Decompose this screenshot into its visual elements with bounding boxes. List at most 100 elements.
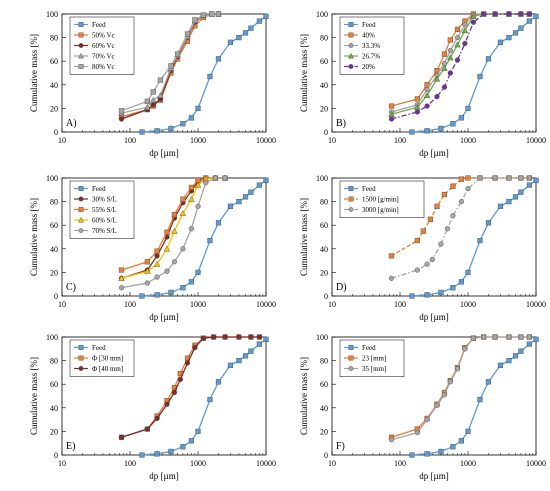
data-point: [424, 86, 430, 93]
data-point: [154, 128, 160, 134]
y-tick-label: 60: [50, 380, 58, 389]
data-point: [409, 129, 415, 135]
data-point: [154, 292, 160, 298]
data-point: [518, 334, 524, 340]
series-4: [118, 174, 229, 281]
data-point: [465, 175, 471, 181]
y-tick-label: 0: [324, 128, 328, 137]
data-point: [180, 285, 186, 291]
data-point: [211, 334, 217, 340]
x-axis-title: dp [µm]: [419, 148, 448, 158]
data-point: [465, 269, 471, 276]
series-5: [388, 11, 533, 122]
data-point: [506, 35, 512, 41]
series-line: [121, 177, 226, 271]
legend: Feed Φ [30 mm] Φ [40 mm]: [69, 339, 135, 377]
legend-label: Φ [40 mm]: [92, 365, 123, 373]
legend-marker: [348, 196, 354, 202]
data-point: [492, 334, 498, 340]
y-axis-title: Cumulative mass [%]: [29, 198, 39, 276]
data-point: [388, 437, 395, 443]
data-point: [188, 195, 195, 202]
legend-marker: [78, 345, 84, 350]
x-axis-title: dp [µm]: [149, 148, 178, 158]
data-point: [154, 253, 160, 259]
x-tick-label: 10000: [526, 300, 546, 309]
data-point: [526, 175, 533, 181]
y-tick-label: 20: [50, 104, 58, 113]
panel-label: B): [336, 118, 346, 129]
legend-marker: [78, 32, 84, 38]
data-point: [414, 267, 420, 273]
data-point: [526, 182, 533, 188]
series-1: [409, 336, 539, 458]
y-tick-label: 100: [316, 333, 328, 342]
series-line: [391, 13, 530, 120]
panel-2: 10 100 1000 10000 0 20 40 60 80 100 dp [µm] Cumulat…: [299, 10, 546, 158]
data-point: [485, 379, 492, 385]
y-tick-label: 100: [46, 174, 58, 183]
y-tick-label: 0: [324, 451, 328, 460]
legend: Feed 1500 [g/min] 3000 [g/min]: [339, 180, 425, 218]
data-point: [144, 267, 151, 274]
legend-marker: [348, 186, 354, 191]
y-tick-label: 60: [320, 221, 328, 230]
series-3: [388, 334, 533, 443]
series-1: [139, 336, 269, 458]
data-point: [409, 452, 415, 458]
legend-marker: [78, 186, 84, 191]
x-tick-label: 10000: [526, 136, 546, 145]
data-point: [195, 428, 201, 435]
legend: Feed 23 [mm] 35 [mm]: [339, 339, 405, 377]
data-point: [454, 34, 461, 41]
plot-frame: [61, 177, 267, 297]
y-tick-label: 80: [320, 357, 328, 366]
data-point: [154, 451, 160, 457]
data-point: [454, 41, 461, 48]
x-tick-label: 100: [394, 459, 406, 468]
data-point: [157, 77, 164, 83]
data-point: [236, 358, 242, 364]
data-point: [447, 379, 453, 385]
data-point: [424, 292, 430, 298]
data-point: [485, 56, 492, 62]
series-2: [118, 334, 263, 440]
data-point: [454, 57, 461, 63]
series-3: [388, 175, 533, 281]
legend-label: 35 [mm]: [362, 365, 386, 373]
y-tick-label: 20: [320, 427, 328, 436]
data-point: [465, 428, 471, 435]
series-5: [118, 11, 222, 114]
data-point: [533, 13, 539, 19]
data-point: [477, 237, 483, 244]
data-point: [168, 63, 174, 69]
y-tick-label: 40: [50, 404, 58, 413]
y-tick-label: 40: [320, 245, 328, 254]
legend-label: 50% Vc: [92, 32, 115, 40]
legend-label: Feed: [92, 344, 106, 352]
y-tick-label: 20: [50, 427, 58, 436]
data-point: [236, 35, 242, 41]
data-point: [180, 246, 186, 252]
y-tick-label: 60: [50, 221, 58, 230]
y-axis-title: Cumulative mass [%]: [299, 198, 309, 276]
data-point: [424, 103, 430, 109]
data-point: [481, 334, 487, 340]
data-point: [200, 335, 206, 341]
series-2: [388, 334, 533, 440]
data-point: [215, 220, 222, 226]
data-point: [118, 275, 125, 281]
data-point: [248, 334, 254, 340]
legend: Feed 50% Vc 60% Vc 70% Vc 80% Vc: [69, 16, 135, 75]
data-point: [139, 129, 145, 135]
data-point: [423, 92, 431, 99]
legend-label: Feed: [362, 185, 376, 193]
data-point: [492, 11, 498, 17]
data-point: [215, 56, 222, 62]
panel-6: 10 100 1000 10000 0 20 40 60 80 100 dp [µm] Cumulat…: [299, 333, 546, 481]
y-tick-label: 80: [50, 198, 58, 207]
data-point: [118, 285, 125, 291]
data-point: [433, 75, 441, 82]
series-line: [121, 13, 219, 112]
data-point: [506, 358, 512, 364]
